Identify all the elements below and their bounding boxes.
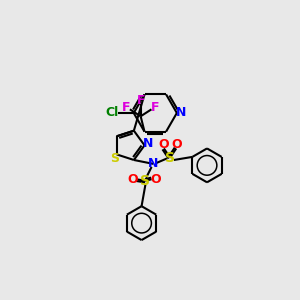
Text: F: F [151,101,160,114]
Text: O: O [127,173,138,186]
Text: N: N [148,157,158,170]
Text: O: O [159,138,169,151]
Text: F: F [136,94,145,106]
Text: S: S [140,174,150,188]
Text: O: O [171,138,181,151]
Text: S: S [165,151,175,165]
Text: Cl: Cl [106,106,119,119]
Text: F: F [122,101,130,114]
Text: N: N [143,137,154,150]
Text: O: O [150,173,161,186]
Text: N: N [176,106,187,119]
Text: S: S [110,152,119,165]
